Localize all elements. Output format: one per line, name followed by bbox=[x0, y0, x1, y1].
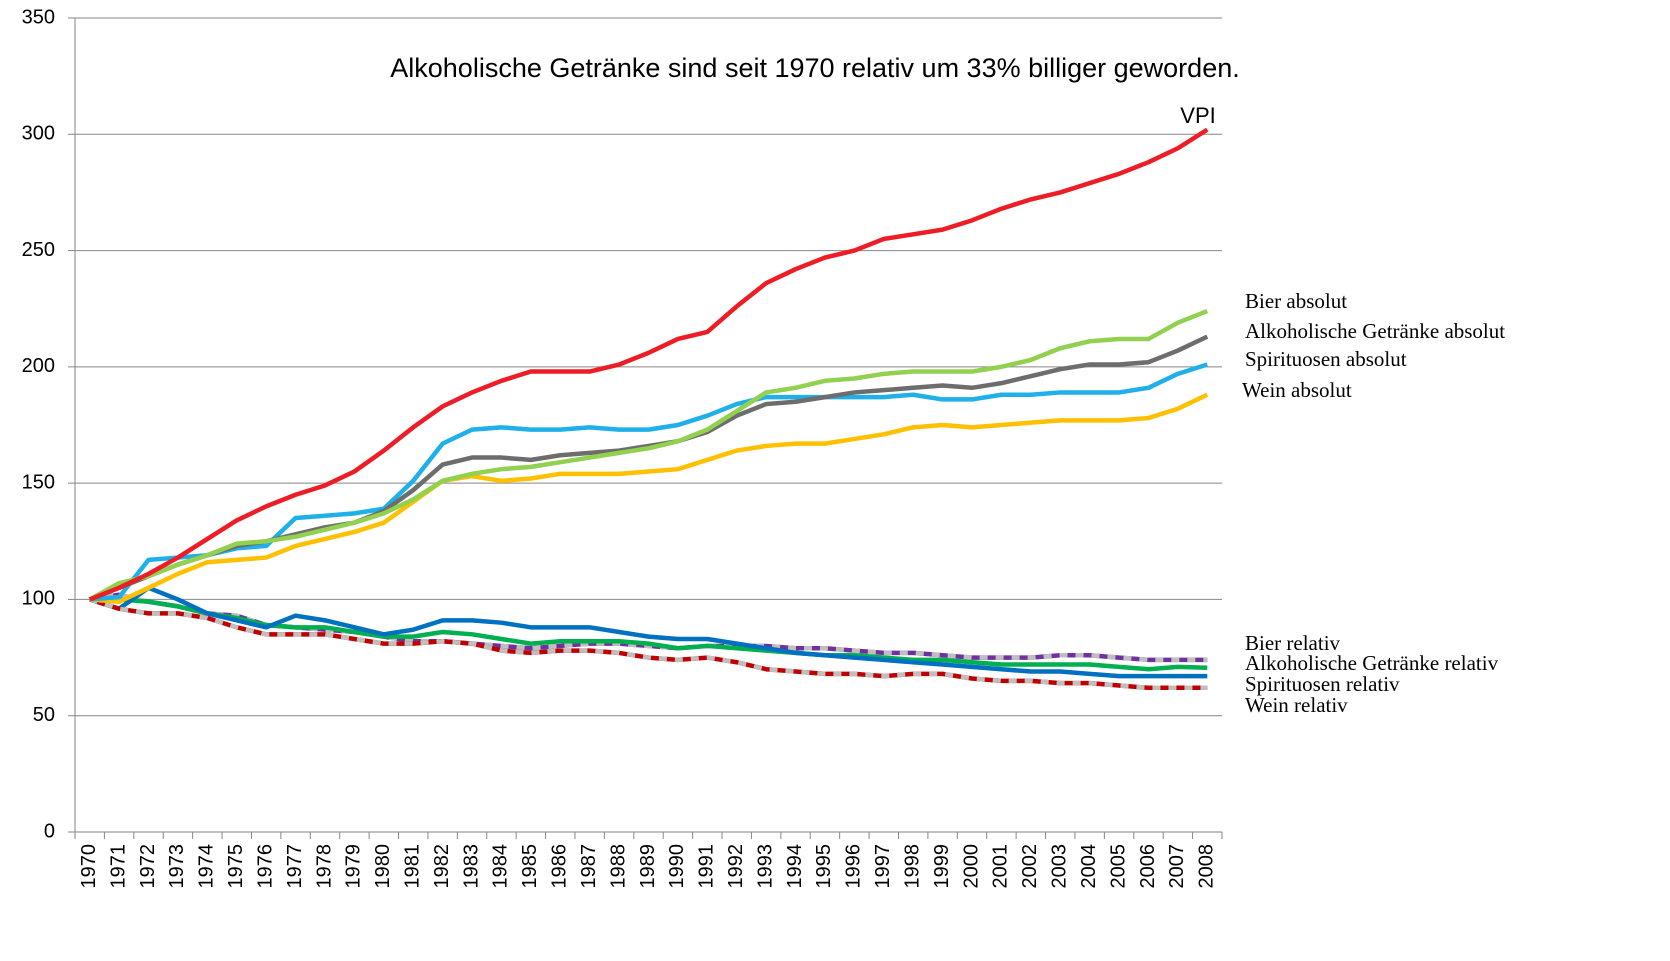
series-label: Bier absolut bbox=[1245, 289, 1347, 313]
x-tick-label: 2002 bbox=[1019, 844, 1041, 889]
x-tick-label: 2008 bbox=[1196, 844, 1218, 889]
x-tick-label: 2000 bbox=[960, 844, 982, 889]
series-label: Alkoholische Getränke absolut bbox=[1245, 319, 1505, 343]
x-tick-label: 2007 bbox=[1166, 844, 1188, 889]
x-tick-label: 1992 bbox=[725, 844, 747, 889]
x-tick-label: 1979 bbox=[343, 844, 365, 889]
x-tick-label: 1996 bbox=[843, 844, 865, 889]
x-tick-label: 1974 bbox=[196, 844, 218, 889]
x-tick-label: 1980 bbox=[372, 844, 394, 889]
x-tick-label: 1975 bbox=[225, 844, 247, 889]
x-tick-label: 1990 bbox=[666, 844, 688, 889]
x-tick-label: 1981 bbox=[401, 844, 423, 889]
y-tick-label: 200 bbox=[22, 355, 55, 377]
y-tick-label: 350 bbox=[22, 6, 55, 28]
x-tick-label: 2001 bbox=[990, 844, 1012, 889]
series-line-dash bbox=[89, 597, 1208, 691]
x-tick-label: 1982 bbox=[431, 844, 453, 889]
x-tick-label: 1993 bbox=[754, 844, 776, 889]
series-line bbox=[89, 392, 1209, 605]
chart-title: Alkoholische Getränke sind seit 1970 rel… bbox=[390, 53, 1239, 83]
x-tick-label: 1998 bbox=[901, 844, 923, 889]
x-tick-label: 1999 bbox=[931, 844, 953, 889]
x-tick-label: 2006 bbox=[1137, 844, 1159, 889]
x-tick-label: 1985 bbox=[519, 844, 541, 889]
x-tick-label: 1994 bbox=[784, 844, 806, 889]
x-tick-label: 2003 bbox=[1049, 844, 1071, 889]
series-line-dash bbox=[89, 592, 1208, 663]
series-label: Wein absolut bbox=[1242, 378, 1352, 402]
series-label: Spirituosen absolut bbox=[1245, 347, 1407, 371]
y-tick-label: 300 bbox=[22, 123, 55, 145]
x-tick-label: 1986 bbox=[549, 844, 571, 889]
y-tick-label: 50 bbox=[33, 704, 55, 726]
series-label: VPI bbox=[1180, 103, 1215, 128]
series-label: Bier relativ bbox=[1245, 631, 1341, 655]
x-tick-label: 1972 bbox=[137, 844, 159, 889]
x-tick-label: 1977 bbox=[284, 844, 306, 889]
series-line bbox=[89, 585, 1208, 679]
y-tick-label: 0 bbox=[44, 820, 55, 842]
x-tick-label: 1984 bbox=[490, 844, 512, 889]
y-tick-label: 100 bbox=[22, 588, 55, 610]
series-label: Spirituosen relativ bbox=[1245, 672, 1400, 696]
x-tick-label: 1988 bbox=[607, 844, 629, 889]
series-label: Alkoholische Getränke relativ bbox=[1245, 651, 1499, 675]
x-tick-label: 1971 bbox=[107, 844, 129, 889]
y-tick-label: 150 bbox=[22, 471, 55, 493]
x-tick-label: 1976 bbox=[254, 844, 276, 889]
series-line bbox=[88, 127, 1209, 602]
x-tick-label: 1973 bbox=[166, 844, 188, 889]
series-label: Wein relativ bbox=[1245, 693, 1348, 717]
x-tick-label: 1987 bbox=[578, 844, 600, 889]
y-tick-label: 250 bbox=[22, 239, 55, 261]
x-tick-label: 1997 bbox=[872, 844, 894, 889]
series-line bbox=[88, 308, 1209, 602]
x-tick-label: 1970 bbox=[78, 844, 100, 889]
x-tick-label: 2005 bbox=[1107, 844, 1129, 889]
x-tick-label: 1989 bbox=[637, 844, 659, 889]
series-line bbox=[89, 362, 1208, 602]
x-tick-label: 1995 bbox=[813, 844, 835, 889]
x-tick-label: 1983 bbox=[460, 844, 482, 889]
x-tick-label: 2004 bbox=[1078, 844, 1100, 889]
x-tick-label: 1991 bbox=[696, 844, 718, 889]
x-tick-label: 1978 bbox=[313, 844, 335, 889]
